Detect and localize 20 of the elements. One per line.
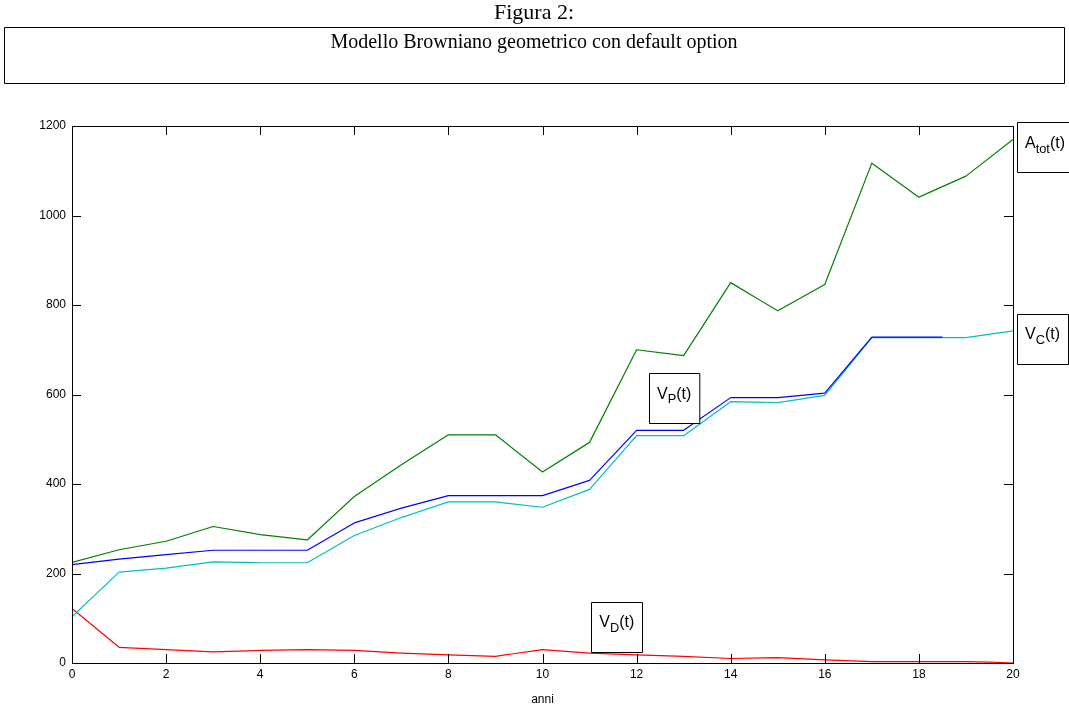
y-tick-label: 0 [59,655,67,670]
y-tick-label: 800 [45,297,67,312]
x-tick-label: 12 [629,666,644,681]
y-tick-label: 200 [45,565,67,580]
chart-title: Figura 2: [493,0,575,24]
chart-subtitle: Modello Browniano geometrico con default option [330,30,738,54]
x-axis-title: anni [531,692,554,707]
x-tick-label: 20 [1006,666,1020,681]
y-tick-label: 400 [45,476,67,491]
x-tick-label: 4 [256,666,264,681]
y-tick-label: 1000 [39,207,67,222]
x-tick-label: 10 [535,666,550,681]
x-tick-label: 8 [445,666,453,681]
x-tick-label: 2 [162,666,170,681]
x-tick-label: 6 [350,666,358,681]
y-tick-label: 600 [45,386,67,401]
x-tick-label: 16 [818,666,832,681]
y-tick-label: 1200 [39,118,67,133]
x-tick-label: 14 [724,666,738,681]
x-tick-label: 18 [912,666,926,681]
